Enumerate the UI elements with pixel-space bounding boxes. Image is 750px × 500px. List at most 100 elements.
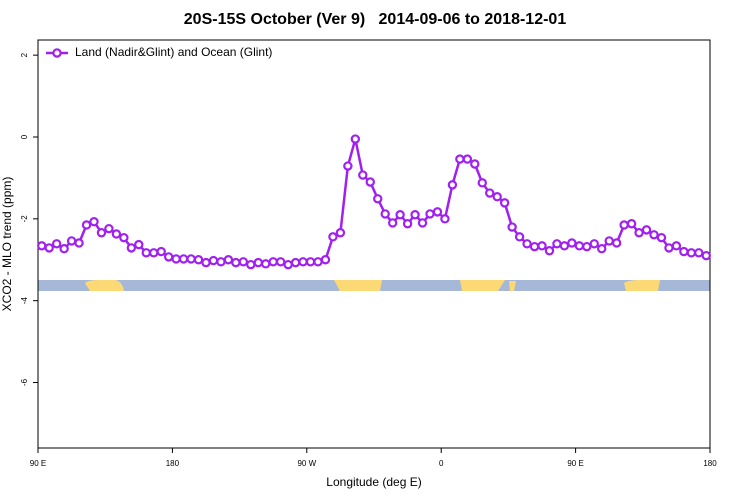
point: [119, 232, 129, 243]
point: [686, 248, 697, 258]
point: [507, 222, 517, 232]
point: [298, 257, 308, 267]
y-tick-label: 2: [20, 52, 29, 57]
point: [455, 154, 465, 164]
point: [238, 257, 249, 267]
point: [343, 161, 353, 171]
point: [89, 216, 99, 227]
point: [350, 134, 361, 144]
point: [320, 255, 331, 265]
x-tick-label: 90 W: [297, 459, 316, 468]
legend-marker: [52, 48, 62, 58]
point: [96, 228, 107, 238]
x-axis-label: Longitude (deg E): [326, 475, 421, 489]
point: [163, 252, 174, 262]
point: [246, 259, 256, 270]
point: [470, 159, 480, 169]
point: [44, 243, 54, 253]
land-band: [509, 281, 516, 291]
point: [193, 255, 204, 265]
point: [261, 259, 271, 269]
y-tick-label: -6: [20, 378, 29, 386]
point: [514, 232, 525, 242]
point: [582, 241, 592, 252]
point: [492, 192, 502, 202]
point: [641, 225, 652, 235]
point: [626, 219, 637, 229]
point: [268, 257, 278, 267]
point: [358, 170, 368, 180]
point: [59, 244, 69, 254]
point: [440, 214, 450, 224]
land-band: [85, 280, 124, 291]
point: [66, 236, 77, 246]
point: [208, 255, 219, 266]
point: [395, 210, 405, 220]
point: [559, 241, 570, 251]
point: [387, 218, 398, 228]
point: [649, 230, 659, 240]
point: [373, 194, 383, 204]
point: [567, 238, 577, 248]
point: [178, 254, 189, 264]
point: [134, 239, 144, 250]
x-tick-label: 0: [439, 459, 444, 468]
point: [51, 239, 62, 249]
point: [141, 248, 151, 258]
point: [619, 220, 629, 230]
y-axis-label: XCO2 - MLO trend (ppm): [0, 177, 14, 312]
point: [275, 257, 286, 267]
land-band: [334, 280, 382, 291]
point: [544, 246, 555, 256]
point: [223, 255, 234, 265]
x-tick-label: 90 E: [30, 459, 46, 468]
point: [186, 254, 196, 264]
point: [156, 246, 166, 257]
y-tick-label: -2: [20, 215, 29, 223]
point: [410, 210, 420, 220]
y-tick-label: -4: [20, 297, 29, 305]
point: [574, 241, 585, 251]
point: [679, 246, 689, 257]
point: [447, 180, 458, 190]
point: [656, 232, 667, 243]
point: [111, 229, 122, 239]
point: [417, 218, 428, 228]
point: [104, 223, 114, 234]
point: [231, 257, 241, 268]
x-tick-label: 90 E: [567, 459, 583, 468]
point: [701, 250, 711, 261]
point: [694, 248, 704, 258]
point: [313, 257, 323, 267]
point: [335, 228, 346, 238]
surface-band: [38, 280, 710, 291]
point: [485, 188, 495, 198]
point: [611, 238, 622, 248]
point: [290, 257, 301, 268]
point: [432, 207, 443, 217]
point: [126, 243, 137, 253]
point: [425, 209, 435, 219]
point: [552, 239, 562, 249]
point: [328, 232, 338, 242]
point: [365, 177, 375, 187]
point: [283, 259, 293, 270]
legend-label: Land (Nadir&Glint) and Ocean (Glint): [75, 45, 272, 59]
point: [253, 257, 263, 268]
x-tick-label: 180: [166, 459, 180, 468]
land-band: [624, 280, 660, 291]
point: [634, 228, 644, 238]
chart-title: 20S-15S October (Ver 9) 2014-09-06 to 20…: [184, 11, 567, 28]
point: [305, 257, 316, 267]
point: [462, 154, 473, 164]
point: [380, 209, 390, 219]
point: [499, 198, 510, 208]
point: [529, 241, 540, 252]
y-tick-label: 0: [20, 134, 29, 139]
point: [671, 241, 682, 251]
point: [604, 236, 614, 246]
point: [477, 178, 487, 188]
point: [402, 219, 413, 229]
point: [74, 238, 84, 248]
